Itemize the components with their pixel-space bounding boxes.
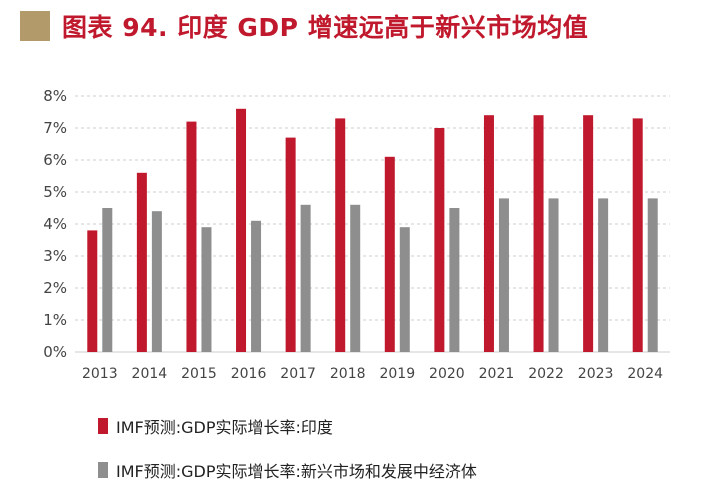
- y-tick-label: 4%: [43, 215, 67, 233]
- bar-india: [583, 115, 594, 352]
- chart-header: 图表 94. 印度 GDP 增速远高于新兴市场均值: [20, 6, 588, 46]
- x-tick-label: 2023: [578, 366, 614, 382]
- legend-swatch-india: [98, 418, 108, 434]
- x-tick-label: 2021: [479, 366, 515, 382]
- x-tick-label: 2022: [528, 366, 564, 382]
- bar-india: [236, 108, 247, 352]
- bar-india: [533, 115, 544, 352]
- chart-title: 图表 94. 印度 GDP 增速远高于新兴市场均值: [62, 13, 589, 42]
- x-tick-label: 2020: [429, 366, 465, 382]
- bar-emerging: [548, 198, 559, 352]
- legend-swatch-em: [98, 462, 108, 478]
- x-tick-label: 2018: [330, 366, 366, 382]
- legend-label-india: IMF预测:GDP实际增长率:印度: [116, 418, 333, 437]
- bar-emerging: [647, 198, 658, 352]
- bar-emerging: [300, 204, 311, 352]
- bar-emerging: [151, 211, 162, 352]
- bar-emerging: [201, 227, 212, 352]
- legend: IMF预测:GDP实际增长率:印度 IMF预测:GDP实际增长率:新兴市场和发展…: [98, 404, 477, 492]
- x-tick-label: 2013: [82, 366, 118, 382]
- bar-chart: 0% 1% 2% 3% 4% 5% 6% 7% 8% 2013 2014 2015 2016 2017 20…: [43, 87, 670, 382]
- x-tick-label: 2014: [132, 366, 168, 382]
- title-marker: [20, 11, 50, 41]
- legend-item-india: IMF预测:GDP实际增长率:印度: [98, 404, 477, 448]
- bar-emerging: [598, 198, 609, 352]
- x-tick-label: 2019: [379, 366, 415, 382]
- y-tick-label: 3%: [43, 247, 67, 265]
- x-tick-label: 2015: [181, 366, 217, 382]
- bar-india: [632, 118, 643, 353]
- y-tick-label: 2%: [43, 279, 67, 297]
- chart-area: 0% 1% 2% 3% 4% 5% 6% 7% 8% 2013 2014 2015 2016 2017 20…: [0, 50, 720, 493]
- bar-india: [87, 230, 98, 352]
- bar-emerging: [498, 198, 509, 352]
- y-tick-label: 6%: [43, 151, 67, 169]
- bar-emerging: [102, 208, 113, 352]
- bar-emerging: [350, 204, 361, 352]
- bar-india: [186, 121, 197, 352]
- y-tick-label: 8%: [43, 87, 67, 105]
- legend-label-em: IMF预测:GDP实际增长率:新兴市场和发展中经济体: [116, 462, 477, 481]
- bar-india: [434, 128, 445, 352]
- bar-emerging: [399, 227, 410, 352]
- x-tick-label: 2024: [627, 366, 663, 382]
- y-tick-label: 1%: [43, 311, 67, 329]
- bar-india: [384, 156, 395, 352]
- bar-india: [335, 118, 346, 353]
- bar-india: [285, 137, 296, 352]
- legend-item-em: IMF预测:GDP实际增长率:新兴市场和发展中经济体: [98, 448, 477, 492]
- bar-emerging: [251, 220, 262, 352]
- y-tick-label: 0%: [43, 343, 67, 361]
- x-tick-label: 2017: [280, 366, 316, 382]
- bar-india: [136, 172, 147, 352]
- bar-india: [483, 115, 494, 352]
- bar-emerging: [449, 208, 460, 352]
- x-tick-label: 2016: [231, 366, 267, 382]
- y-tick-label: 7%: [43, 119, 67, 137]
- y-tick-label: 5%: [43, 183, 67, 201]
